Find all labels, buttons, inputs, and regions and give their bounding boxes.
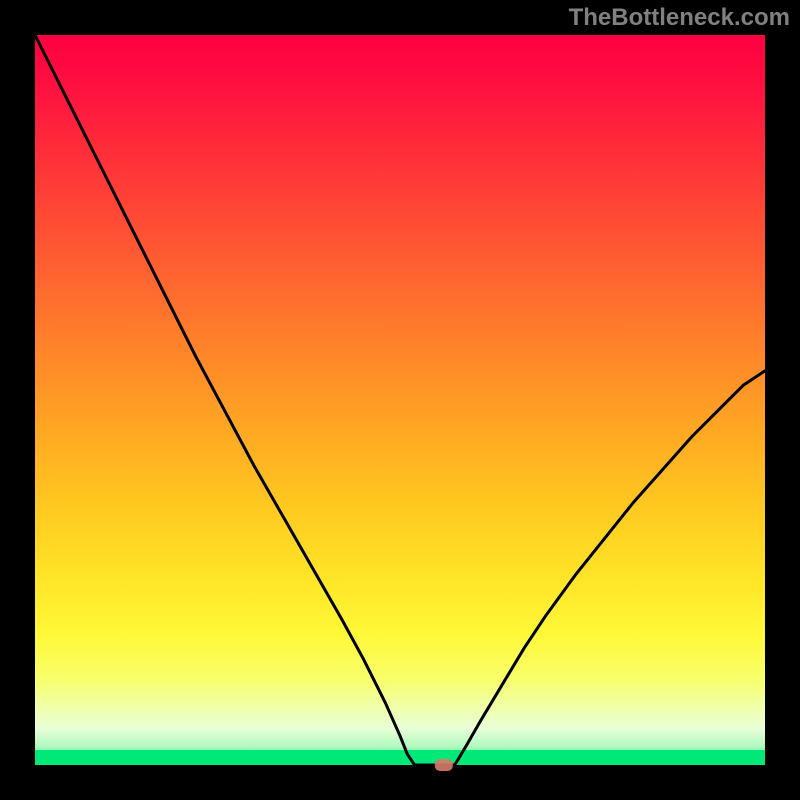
optimum-marker xyxy=(435,759,453,771)
chart-container: TheBottleneck.com xyxy=(0,0,800,800)
watermark-text: TheBottleneck.com xyxy=(569,4,790,32)
green-baseline-strip xyxy=(35,750,765,765)
plot-area xyxy=(35,35,765,765)
bottleneck-chart xyxy=(0,0,800,800)
